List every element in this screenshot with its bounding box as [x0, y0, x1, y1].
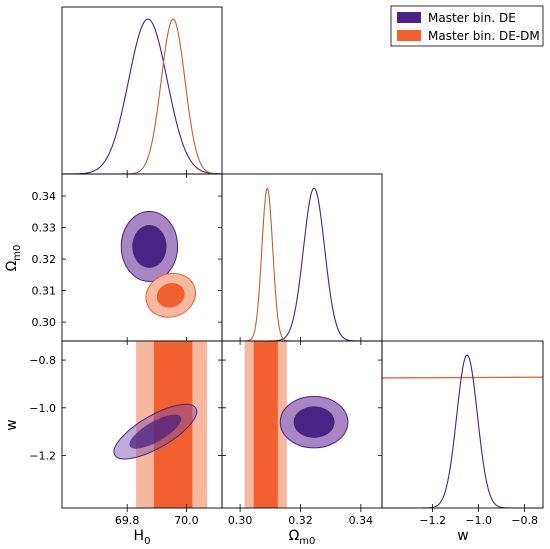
legend-label-de: Master bin. DE: [428, 11, 516, 25]
x-axis-label-h0: H0: [134, 528, 151, 547]
w-marginal-xtick-label: −1.2: [419, 514, 446, 527]
legend-swatch-dedm: [397, 30, 421, 41]
panel-om-marginal: [222, 187, 382, 341]
om-w-xtick-label: 0.30: [228, 514, 253, 527]
h0-w-xtick-label: 69.8: [115, 514, 140, 527]
om-w-xtick-label: 0.32: [288, 514, 313, 527]
h0-om-contour-inner-dedm: [156, 283, 185, 308]
panel-h0-marginal: [62, 18, 222, 174]
w-marginal-xtick-label: −1.0: [465, 514, 492, 527]
panel-om-w: [244, 341, 349, 508]
h0-marginal-curve-de: [62, 18, 222, 174]
panel-h0-w: [113, 341, 208, 508]
h0-om-ytick-label: 0.34: [32, 190, 57, 203]
panel-w-marginal: [382, 354, 543, 508]
om-w-contour-inner-de: [293, 406, 335, 438]
om-w-band-inner-dedm: [253, 341, 278, 508]
h0-marginal-curve-dedm: [62, 18, 222, 174]
y-axis-label-w: w: [4, 419, 20, 430]
x-axis-label-om: Ωm0: [289, 528, 316, 547]
panel-w-marginal-frame: [381, 340, 544, 509]
w-marginal-curve-de: [382, 354, 543, 508]
h0-om-contour-inner-de: [132, 225, 167, 268]
panel-h0-marginal-frame: [61, 6, 223, 175]
h0-w-xtick-label: 70.0: [174, 514, 199, 527]
w-marginal-xtick-label: −0.8: [511, 514, 538, 527]
h0-w-ytick-label: −0.8: [29, 354, 56, 367]
corner-panels: 0.30 0.31 0.32 0.33 0.34 69.8 70.0 −1.2 −1.0 −0.8…: [4, 6, 544, 547]
legend-label-dedm: Master bin. DE-DM: [428, 29, 540, 43]
h0-om-ytick-label: 0.32: [32, 253, 57, 266]
om-marginal-curve-dedm: [222, 187, 382, 341]
h0-w-ytick-label: −1.0: [29, 402, 56, 415]
om-w-xtick-label: 0.34: [349, 514, 374, 527]
h0-om-ytick-label: 0.31: [32, 285, 57, 298]
panel-h0-om: [120, 210, 197, 318]
om-marginal-curve-de: [222, 187, 382, 341]
h0-w-contour-inner-de: [129, 414, 182, 449]
w-marginal-curve-dedm: [382, 376, 543, 379]
x-axis-label-w: w: [457, 528, 468, 544]
legend: Master bin. DE Master bin. DE-DM: [390, 5, 544, 47]
legend-swatch-de: [397, 12, 421, 23]
h0-om-ytick-label: 0.30: [32, 316, 57, 329]
y-axis-label-om: Ωm0: [4, 245, 23, 272]
h0-w-ytick-label: −1.2: [29, 450, 56, 463]
h0-om-ytick-label: 0.33: [32, 222, 57, 235]
